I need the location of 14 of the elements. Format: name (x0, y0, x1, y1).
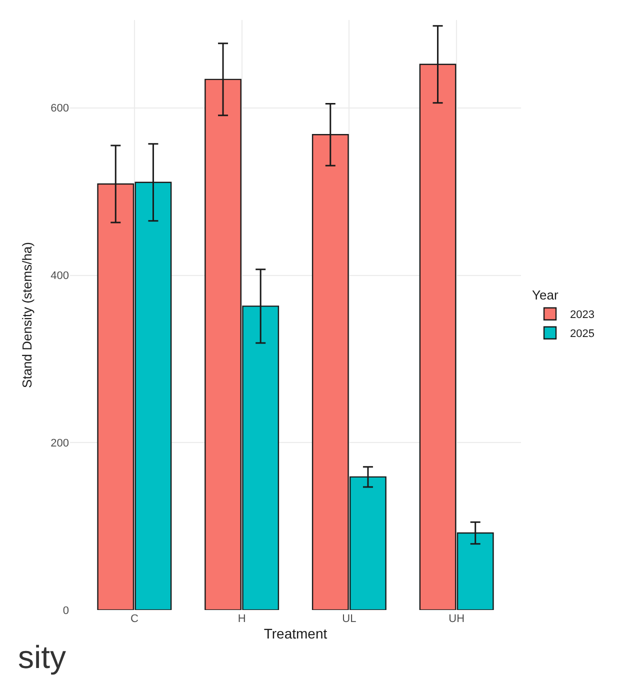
y-tick-label: 0 (62, 604, 69, 617)
x-tick-label: UL (342, 613, 356, 625)
x-tick-label: H (238, 613, 246, 625)
legend-label: 2025 (570, 328, 595, 340)
x-tick-label: UH (448, 613, 465, 625)
x-axis-title: Treatment (264, 625, 328, 642)
text: sity (18, 639, 66, 675)
legend-title: Year (532, 287, 559, 302)
y-tick-label: 400 (50, 270, 69, 282)
y-tick-label: 200 (50, 437, 69, 450)
y-tick-label: 600 (50, 102, 69, 115)
x-tick-label: C (130, 613, 138, 625)
legend-label: 2023 (570, 309, 595, 322)
y-axis-title: Stand Density (stems/ha) (20, 242, 35, 388)
